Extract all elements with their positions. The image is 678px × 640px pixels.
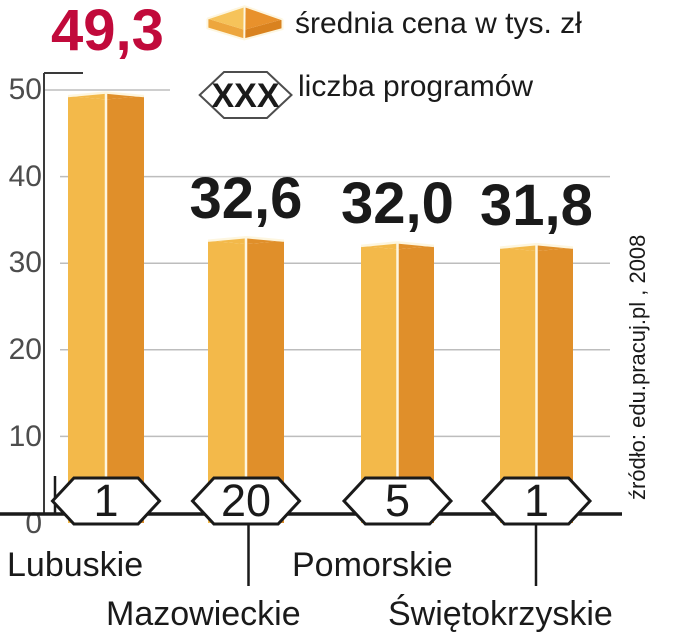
svg-text:31,8: 31,8 [480, 173, 593, 238]
svg-text:Pomorskie: Pomorskie [292, 546, 453, 584]
svg-text:49,3: 49,3 [51, 0, 164, 63]
svg-text:40: 40 [9, 160, 42, 193]
svg-text:Świętokrzyskie: Świętokrzyskie [388, 594, 613, 633]
svg-text:5: 5 [385, 475, 410, 526]
svg-text:32,0: 32,0 [341, 171, 454, 236]
svg-text:1: 1 [524, 475, 549, 526]
svg-text:20: 20 [9, 333, 42, 366]
svg-text:20: 20 [221, 475, 271, 526]
svg-text:Lubuskie: Lubuskie [7, 546, 143, 584]
svg-text:średnia cena w tys. zł: średnia cena w tys. zł [295, 7, 582, 40]
svg-text:Mazowieckie: Mazowieckie [106, 595, 301, 633]
svg-text:10: 10 [9, 420, 42, 453]
svg-text:0: 0 [25, 507, 42, 540]
svg-text:źródło: edu.pracuj.pl , 2008: źródło: edu.pracuj.pl , 2008 [625, 235, 650, 500]
svg-text:1: 1 [93, 475, 118, 526]
svg-text:32,6: 32,6 [190, 166, 303, 231]
svg-text:50: 50 [9, 73, 42, 106]
svg-text:30: 30 [9, 246, 42, 279]
svg-text:liczba programów: liczba programów [298, 70, 533, 103]
svg-text:XXX: XXX [211, 77, 279, 115]
